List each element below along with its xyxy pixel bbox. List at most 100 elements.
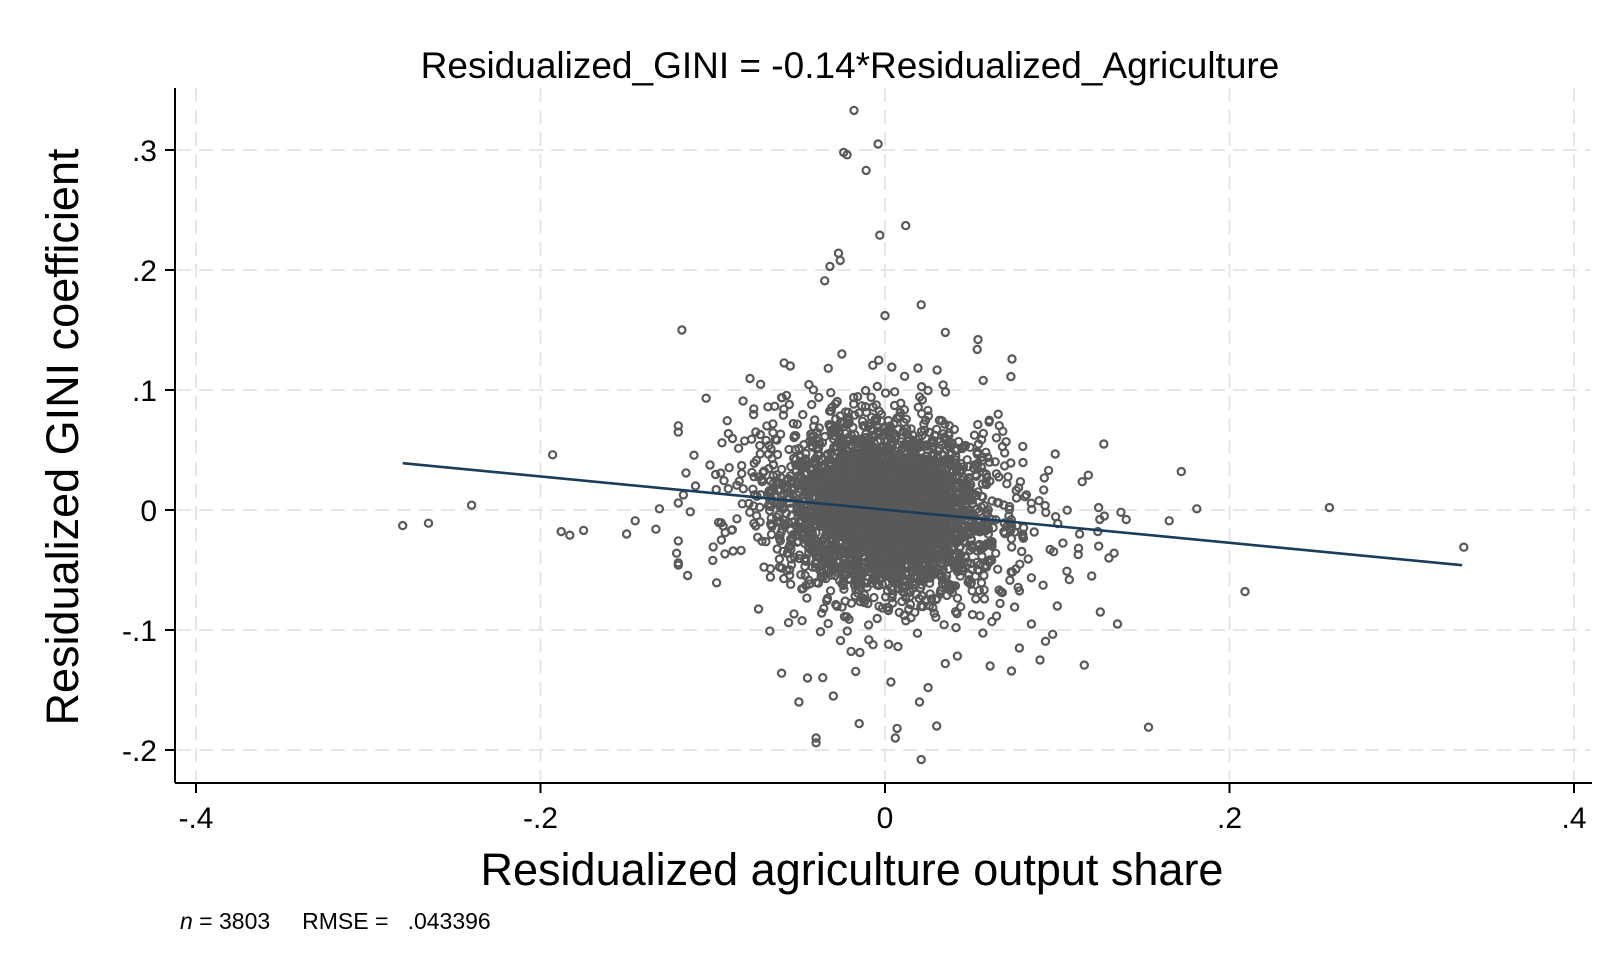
scatter-point [951,502,961,513]
n-label: n [180,908,193,934]
scatter-point [825,567,836,577]
scatter-point [1043,465,1054,476]
scatter-point [682,570,693,581]
scatter-point [849,534,860,544]
scatter-point [967,586,977,596]
scatter-point [786,503,796,513]
regression-note: n = 3803 RMSE = .043396 [180,908,491,935]
scatter-point [893,413,903,423]
scatter-point [765,626,775,636]
scatter-point [920,415,931,425]
scatter-point [843,412,854,422]
scatter-point [888,575,899,585]
scatter-point [755,517,765,527]
scatter-point [1109,548,1119,558]
scatter-point [995,598,1005,609]
scatter-point [831,514,841,524]
scatter-point [859,492,869,502]
scatter-point [931,459,942,469]
scatter-point [1074,529,1085,539]
y-tick-label: -.2 [122,735,157,768]
scatter-point [1048,547,1059,557]
scatter-point [987,539,997,549]
scatter-point [834,546,844,557]
scatter-point [926,528,936,538]
scatter-point [951,622,961,633]
scatter-point [938,429,949,439]
scatter-point [651,524,661,534]
scatter-point [749,490,760,500]
scatter-point [1116,507,1126,517]
scatter-point [711,578,722,588]
scatter-point [911,589,922,600]
scatter-point [869,576,880,586]
scatter-point [811,435,822,445]
scatter-point [791,460,801,470]
scatter-point [923,405,933,416]
scatter-point [881,564,892,574]
scatter-point [818,572,829,582]
scatter-point [1018,457,1028,468]
scatter-point [705,460,715,470]
scatter-point [976,435,987,445]
scatter-point [929,449,939,459]
scatter-point [803,527,813,538]
scatter-point [1017,546,1027,557]
scatter-point [910,580,920,590]
scatter-point [839,147,849,158]
scatter-point [826,429,836,439]
scatter-point [774,554,785,564]
scatter-point [1077,477,1087,487]
scatter-point [578,525,589,536]
scatter-point [764,440,774,451]
scatter-point [875,534,886,544]
scatter-point [976,578,987,588]
scatter-point [826,554,837,565]
scatter-point [910,556,920,567]
scatter-point [759,466,769,476]
scatter-point [1047,629,1058,640]
scatter-point [886,583,896,593]
scatter-point [783,618,794,628]
scatter-point [940,387,951,397]
scatter-point [930,567,941,577]
scatter-point [751,455,762,466]
y-tick-label: .1 [132,375,157,408]
scatter-point [754,472,764,482]
scatter-point [972,344,982,355]
rmse-value: RMSE = .043396 [302,908,491,934]
scatter-point [853,523,863,534]
scatter-point [1058,538,1068,548]
fit-line [402,461,1463,567]
scatter-point [768,460,779,470]
scatter-point [964,522,974,533]
scatter-point [991,433,1002,443]
scatter-point [863,443,874,454]
scatter-point [776,393,787,403]
scatter-point [822,593,833,604]
scatter-point [893,529,903,539]
scatter-point [973,419,983,430]
scatter-point [975,611,985,621]
scatter-point [768,428,778,438]
scatter-point [837,454,847,465]
scatter-point [960,441,970,451]
scatter-point [826,388,836,398]
scatter-point [811,552,822,562]
scatter-point [932,721,942,731]
scatter-point [1002,479,1012,489]
scatter-point [1026,504,1037,515]
scatter-point [1121,514,1131,525]
scatter-point [889,557,899,567]
scatter-point [835,255,845,266]
scatter-point [905,599,916,610]
scatter-point [928,603,938,613]
scatter-point [792,419,803,429]
scatter-point [774,562,785,572]
scatter-point [1459,542,1469,552]
scatter-point [733,443,744,453]
scatter-point [987,616,997,627]
scatter-point [868,464,879,474]
scatter-point [851,496,861,506]
